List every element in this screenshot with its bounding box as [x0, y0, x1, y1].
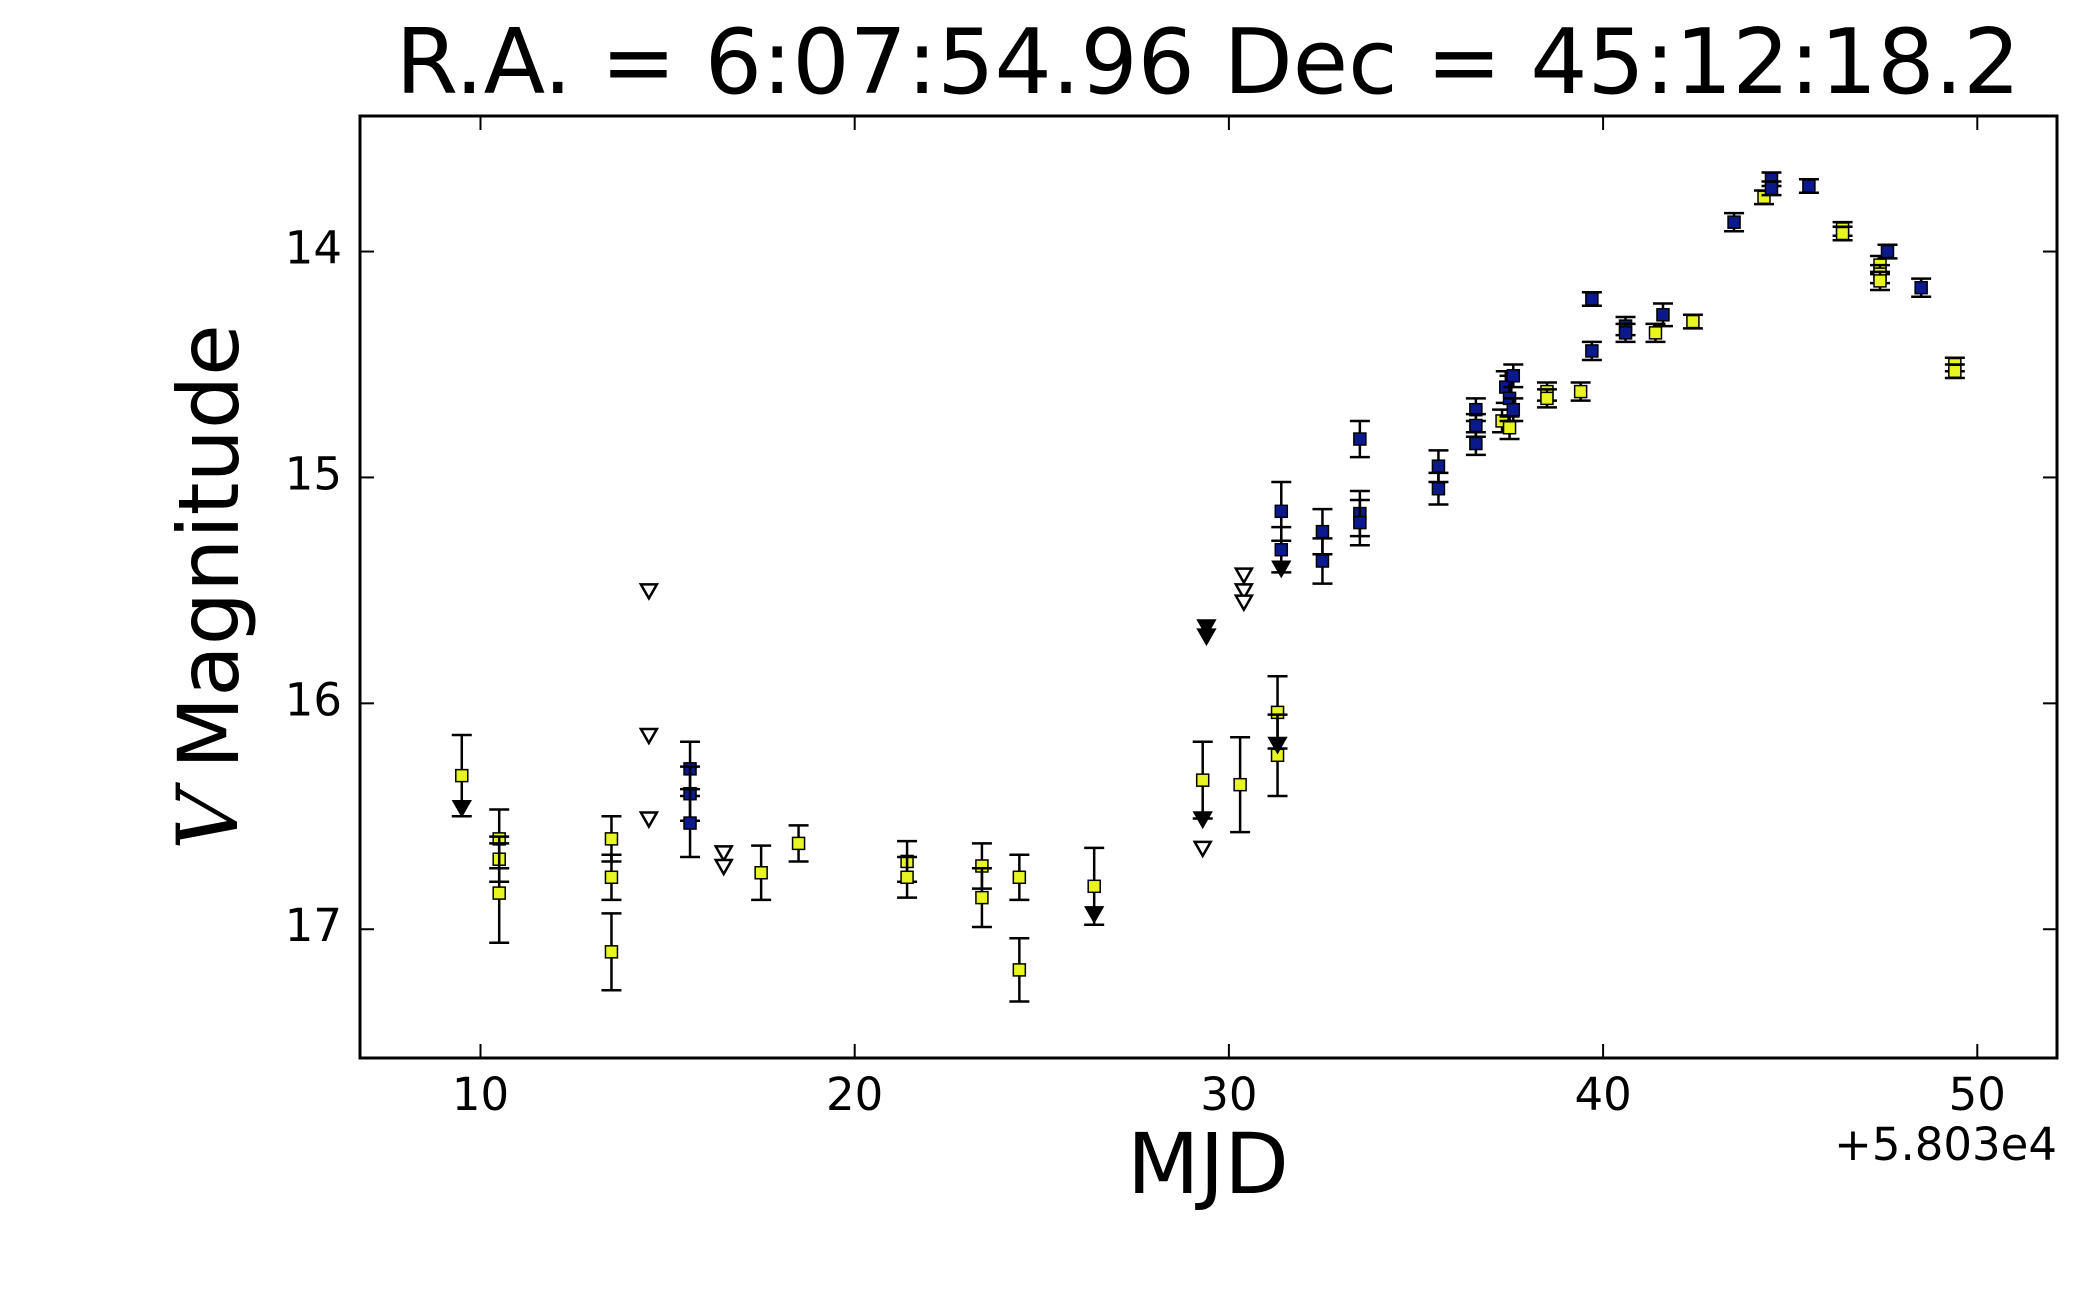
upper-limit-marker [713, 858, 734, 877]
x-tick-label: 10 [452, 1068, 509, 1121]
data-point [754, 866, 768, 880]
upper-limit-marker [1233, 567, 1255, 586]
data-point [1573, 384, 1588, 399]
y-tick-label: 17 [285, 899, 342, 952]
upper-limit-marker [1233, 583, 1255, 601]
x-tick-label: 20 [826, 1068, 883, 1121]
data-point [604, 945, 619, 959]
data-point [455, 768, 469, 783]
data-point [791, 836, 806, 851]
data-point [1540, 391, 1554, 406]
data-point [1948, 364, 1962, 379]
data-point [1914, 280, 1928, 295]
data-point [1431, 481, 1446, 496]
data-point [683, 816, 697, 830]
data-point [1648, 326, 1663, 340]
upper-limit-marker [451, 800, 472, 818]
data-point [1469, 436, 1483, 451]
y-axis-label-variable: V [159, 782, 257, 850]
data-point [1195, 773, 1210, 787]
data-point [1012, 870, 1027, 885]
data-point [1315, 524, 1330, 539]
data-point [1618, 326, 1633, 340]
y-axis-label: V Magnitude [159, 324, 258, 850]
x-offset-label: +5.803e4 [1834, 1118, 2057, 1171]
upper-limit-marker [1271, 560, 1292, 579]
x-axis-label: MJD [1127, 1115, 1289, 1213]
data-point [1835, 226, 1850, 241]
upper-limit-marker [1192, 811, 1213, 830]
data-point [1506, 402, 1521, 417]
data-point [1353, 432, 1367, 446]
y-tick-label: 15 [285, 447, 342, 500]
x-tick-label: 40 [1574, 1068, 1631, 1121]
upper-limit-marker [1233, 594, 1255, 613]
upper-limit-marker [638, 811, 660, 830]
chart-title: R.A. = 6:07:54.96 Dec = 45:12:18.2 [396, 10, 2021, 115]
data-point [1506, 369, 1521, 383]
data-point [1353, 515, 1367, 530]
data-point [1727, 215, 1741, 229]
data-point [1585, 344, 1599, 358]
upper-limit-marker [638, 583, 660, 601]
data-point [492, 886, 506, 900]
data-point [1802, 179, 1816, 193]
x-tick-label: 50 [1949, 1068, 2006, 1121]
data-point [1274, 542, 1289, 557]
data-point [1873, 274, 1887, 288]
data-point [1502, 420, 1517, 435]
data-point [1686, 314, 1700, 329]
data-point [975, 890, 989, 905]
data-point [604, 870, 619, 885]
data-point [1585, 292, 1599, 306]
upper-limit-marker [1084, 906, 1105, 924]
upper-limit-marker [1196, 628, 1217, 647]
data-point [1431, 459, 1446, 473]
data-point [1233, 777, 1247, 792]
data-point [604, 832, 619, 846]
data-point [1012, 963, 1027, 977]
data-point [1315, 554, 1330, 568]
data-point [1656, 308, 1670, 322]
upper-limit-marker [1192, 840, 1213, 859]
upper-limit-marker [1196, 619, 1217, 638]
upper-limit-marker [638, 727, 660, 746]
plot-frame [358, 114, 2059, 1060]
data-point [1880, 244, 1895, 259]
data-point [1087, 879, 1101, 894]
data-point [1274, 504, 1289, 519]
y-axis-label-text: Magnitude [160, 324, 258, 769]
data-point [1469, 418, 1483, 433]
y-tick-label: 14 [285, 222, 342, 275]
upper-limit-marker [1267, 736, 1288, 755]
data-point [1764, 181, 1779, 196]
y-tick-label: 16 [285, 673, 342, 726]
upper-limit-marker [713, 845, 734, 863]
data-point [900, 870, 914, 885]
x-tick-label: 30 [1200, 1068, 1257, 1121]
